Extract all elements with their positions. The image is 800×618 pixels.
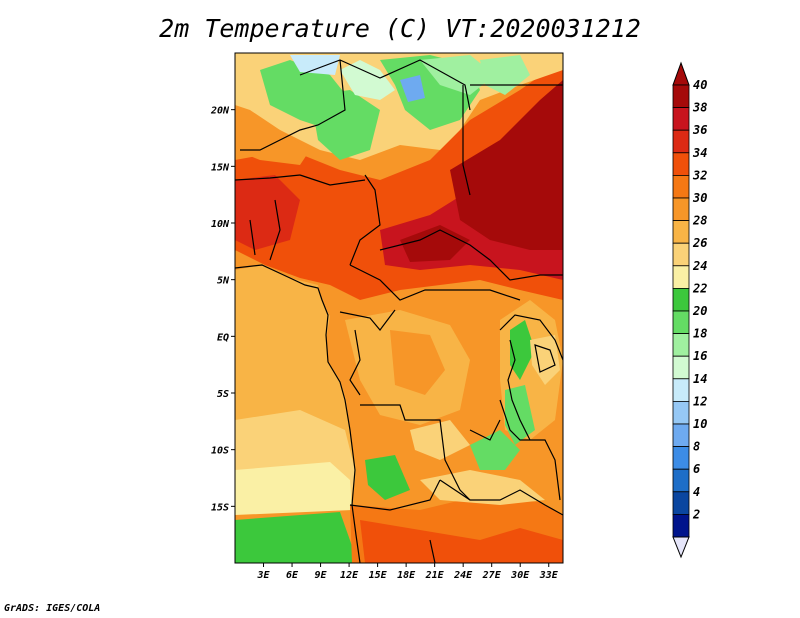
colorbar-level-label: 20 bbox=[692, 304, 707, 318]
colorbar-swatch bbox=[672, 129, 690, 154]
lat-tick-label: EQ bbox=[217, 332, 229, 343]
lon-tick-label: 24E bbox=[453, 570, 473, 581]
colorbar-level-label: 18 bbox=[693, 327, 707, 341]
colorbar-level-label: 30 bbox=[692, 191, 707, 205]
colorbar-top-arrow bbox=[672, 61, 690, 86]
country-borders bbox=[235, 59, 563, 563]
lon-tick-label: 3E bbox=[256, 570, 270, 581]
colorbar-swatch bbox=[672, 107, 690, 131]
colorbar-level-label: 32 bbox=[692, 168, 707, 182]
colorbar-swatch bbox=[672, 355, 690, 380]
colorbar-level-label: 4 bbox=[693, 485, 700, 499]
lat-tick-label: 10N bbox=[211, 219, 230, 230]
colorbar-level-label: 40 bbox=[693, 78, 707, 92]
lon-tick-label: 33E bbox=[539, 570, 559, 581]
lon-tick-label: 30E bbox=[510, 570, 530, 581]
colorbar-swatch bbox=[672, 287, 690, 312]
grads-credit: GrADS: IGES/COLA bbox=[4, 603, 101, 614]
lat-tick-label: 10S bbox=[211, 446, 229, 457]
colorbar-swatch bbox=[672, 468, 690, 493]
colorbar-level-label: 2 bbox=[692, 507, 700, 521]
colorbar-swatch bbox=[672, 197, 690, 222]
lat-tick-label: 20N bbox=[210, 106, 230, 117]
colorbar-swatch bbox=[672, 514, 690, 538]
colorbar-level-label: 16 bbox=[693, 349, 707, 363]
lon-tick-label: 9E bbox=[315, 570, 328, 581]
map-frame bbox=[234, 52, 564, 564]
colorbar-bottom-arrow bbox=[672, 536, 690, 559]
lon-tick-label: 18E bbox=[397, 570, 416, 581]
longitude-axis: 3E 6E 9E 12E 15E 18E 21E 24E 27E 30E 33E bbox=[256, 563, 559, 581]
lon-tick-label: 6E bbox=[286, 570, 299, 581]
temperature-field bbox=[235, 53, 563, 563]
colorbar-level-label: 28 bbox=[692, 214, 707, 228]
colorbar-swatch bbox=[672, 84, 690, 109]
lat-tick-label: 15S bbox=[211, 502, 229, 513]
colorbar-level-label: 12 bbox=[693, 394, 707, 408]
colorbar-level-label: 24 bbox=[692, 259, 707, 273]
colorbar-swatch bbox=[672, 333, 690, 357]
colorbar-swatch bbox=[672, 446, 690, 470]
colorbar-level-label: 6 bbox=[693, 462, 700, 476]
colorbar-swatch bbox=[672, 423, 690, 448]
colorbar-swatch bbox=[672, 265, 690, 289]
colorbar-swatch bbox=[672, 400, 690, 425]
colorbar-level-label: 34 bbox=[692, 146, 707, 160]
colorbar-swatch bbox=[672, 378, 690, 402]
colorbar-swatch bbox=[672, 174, 690, 199]
lon-tick-label: 27E bbox=[482, 570, 502, 581]
lon-tick-label: 12E bbox=[340, 570, 359, 581]
colorbar-level-label: 26 bbox=[692, 236, 707, 250]
colorbar-swatch bbox=[672, 491, 690, 515]
colorbar-level-label: 10 bbox=[693, 417, 707, 431]
lat-tick-label: 15N bbox=[211, 162, 230, 173]
colorbar-swatch bbox=[672, 220, 690, 244]
latitude-axis: 20N 15N 10N 5N EQ 5S 10S 15S bbox=[210, 106, 235, 513]
colorbar-level-label: 36 bbox=[692, 123, 707, 137]
lat-tick-label: 5S bbox=[217, 389, 229, 400]
colorbar-level-label: 22 bbox=[692, 281, 707, 295]
colorbar: 40 38 36 34 32 30 28 26 24 22 20 18 16 14 12 10 8 6 4 2 bbox=[672, 61, 707, 559]
lat-tick-label: 5N bbox=[217, 276, 230, 287]
colorbar-swatch bbox=[672, 310, 690, 335]
colorbar-level-label: 38 bbox=[692, 101, 707, 115]
colorbar-swatch bbox=[672, 152, 690, 176]
colorbar-swatch bbox=[672, 242, 690, 267]
colorbar-level-label: 14 bbox=[693, 372, 707, 386]
map-title: 2m Temperature (C) VT:2020031212 bbox=[159, 14, 641, 43]
lon-tick-label: 21E bbox=[425, 570, 445, 581]
lon-tick-label: 15E bbox=[369, 570, 388, 581]
colorbar-level-label: 8 bbox=[693, 440, 700, 454]
